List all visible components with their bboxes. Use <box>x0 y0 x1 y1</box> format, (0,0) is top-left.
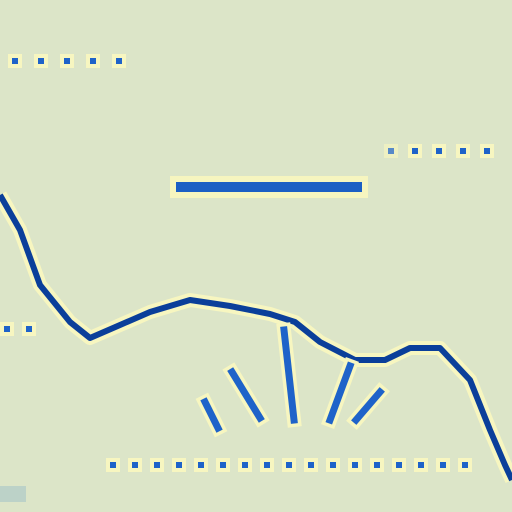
indicator-dot <box>414 458 428 472</box>
indicator-dot <box>150 458 164 472</box>
indicator-dot <box>408 144 422 158</box>
indicator-dot <box>304 458 318 472</box>
indicator-dot <box>238 458 252 472</box>
indicator-dot <box>456 144 470 158</box>
indicator-dot <box>22 322 36 336</box>
indicator-dot <box>128 458 142 472</box>
top-right-dot-indicator <box>384 144 494 158</box>
top-left-dot-indicator <box>8 54 126 68</box>
indicator-dot <box>8 54 22 68</box>
indicator-dot <box>172 458 186 472</box>
bottom-dot-indicator <box>106 458 472 472</box>
indicator-dot <box>86 54 100 68</box>
indicator-dot <box>60 54 74 68</box>
indicator-dot <box>216 458 230 472</box>
indicator-dot <box>432 144 446 158</box>
waveform-line-halo <box>0 191 512 483</box>
indicator-dot <box>348 458 362 472</box>
indicator-dot <box>112 54 126 68</box>
indicator-dot <box>260 458 274 472</box>
indicator-dot <box>458 458 472 472</box>
indicator-dot <box>370 458 384 472</box>
indicator-dot <box>326 458 340 472</box>
indicator-dot <box>480 144 494 158</box>
indicator-dot <box>384 144 398 158</box>
indicator-dot <box>436 458 450 472</box>
left-dot-indicator <box>0 322 36 336</box>
radiating-rays-icon <box>195 322 390 438</box>
waveform-line <box>0 193 512 482</box>
corner-block <box>0 486 26 502</box>
indicator-dot <box>34 54 48 68</box>
indicator-dot <box>282 458 296 472</box>
indicator-dot <box>0 322 14 336</box>
indicator-dot <box>392 458 406 472</box>
indicator-dot <box>106 458 120 472</box>
center-slider-bar[interactable] <box>170 176 368 198</box>
indicator-dot <box>194 458 208 472</box>
